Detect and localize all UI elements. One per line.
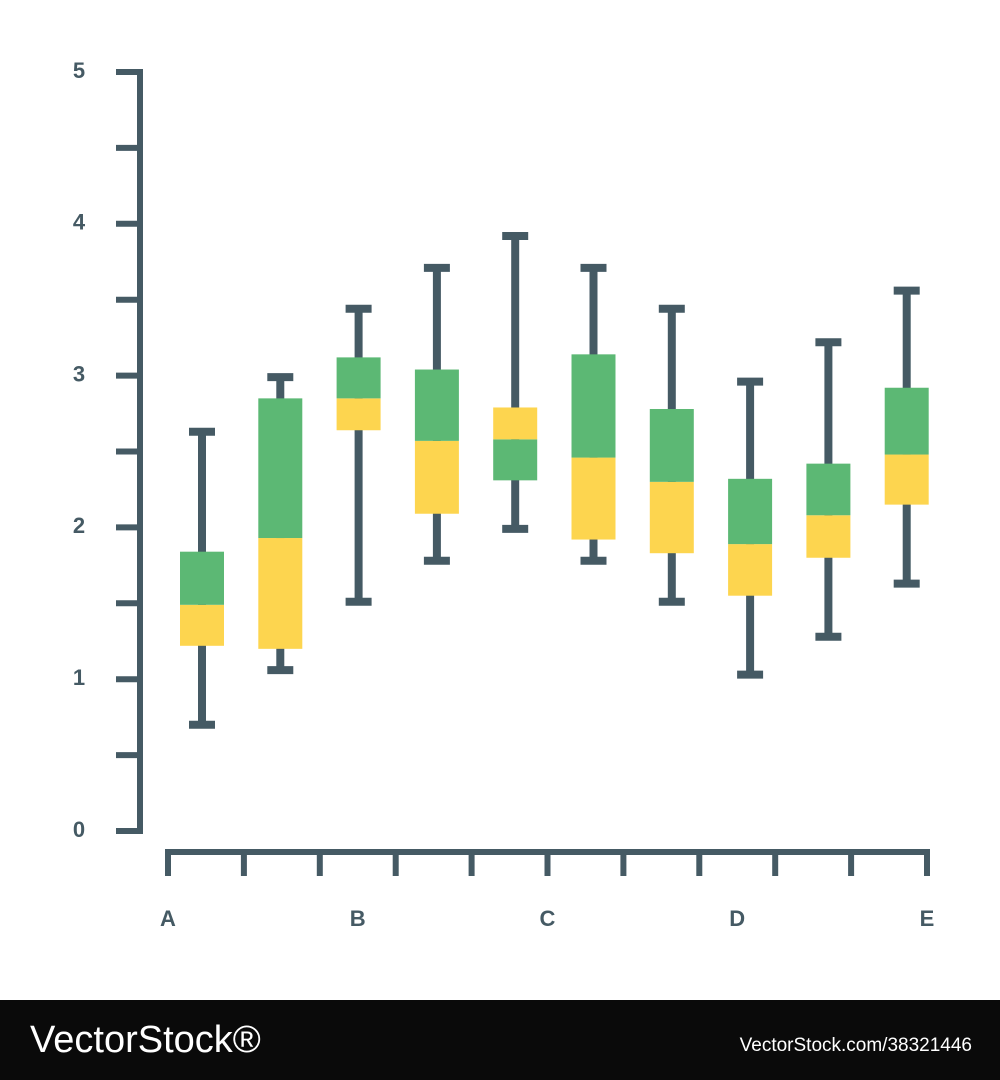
watermark-brand: VectorStock® (30, 1019, 261, 1061)
x-tick-label: D (729, 906, 745, 931)
y-tick-label: 2 (73, 513, 85, 538)
box-upper (414, 369, 459, 441)
box-lower (884, 454, 929, 505)
box-lower (649, 481, 694, 554)
y-tick-label: 5 (73, 58, 85, 83)
box-upper (806, 463, 851, 516)
x-tick-label: E (920, 906, 935, 931)
box-upper (180, 551, 224, 605)
y-tick-label: 0 (73, 817, 85, 842)
x-tick-label: A (160, 906, 176, 931)
box-lower (806, 515, 851, 558)
x-tick-label: B (350, 906, 366, 931)
box-upper (571, 354, 616, 458)
box-lower (336, 398, 381, 431)
box-lower (493, 439, 538, 481)
box-lower (571, 457, 616, 540)
box-lower (414, 440, 459, 514)
box-upper (336, 357, 381, 399)
x-tick-label: C (540, 906, 556, 931)
box-upper (258, 398, 303, 539)
box-lower (728, 544, 773, 596)
box-upper (728, 478, 773, 545)
box-lower (258, 538, 303, 649)
watermark-bar (0, 1000, 1000, 1080)
box-upper (493, 407, 538, 440)
watermark-id: VectorStock.com/38321446 (740, 1035, 972, 1056)
y-tick-label: 1 (73, 665, 85, 690)
box-upper (649, 408, 694, 482)
box-lower (180, 604, 224, 646)
y-tick-label: 3 (73, 361, 85, 386)
box-upper (884, 387, 929, 455)
y-tick-label: 4 (73, 210, 86, 235)
